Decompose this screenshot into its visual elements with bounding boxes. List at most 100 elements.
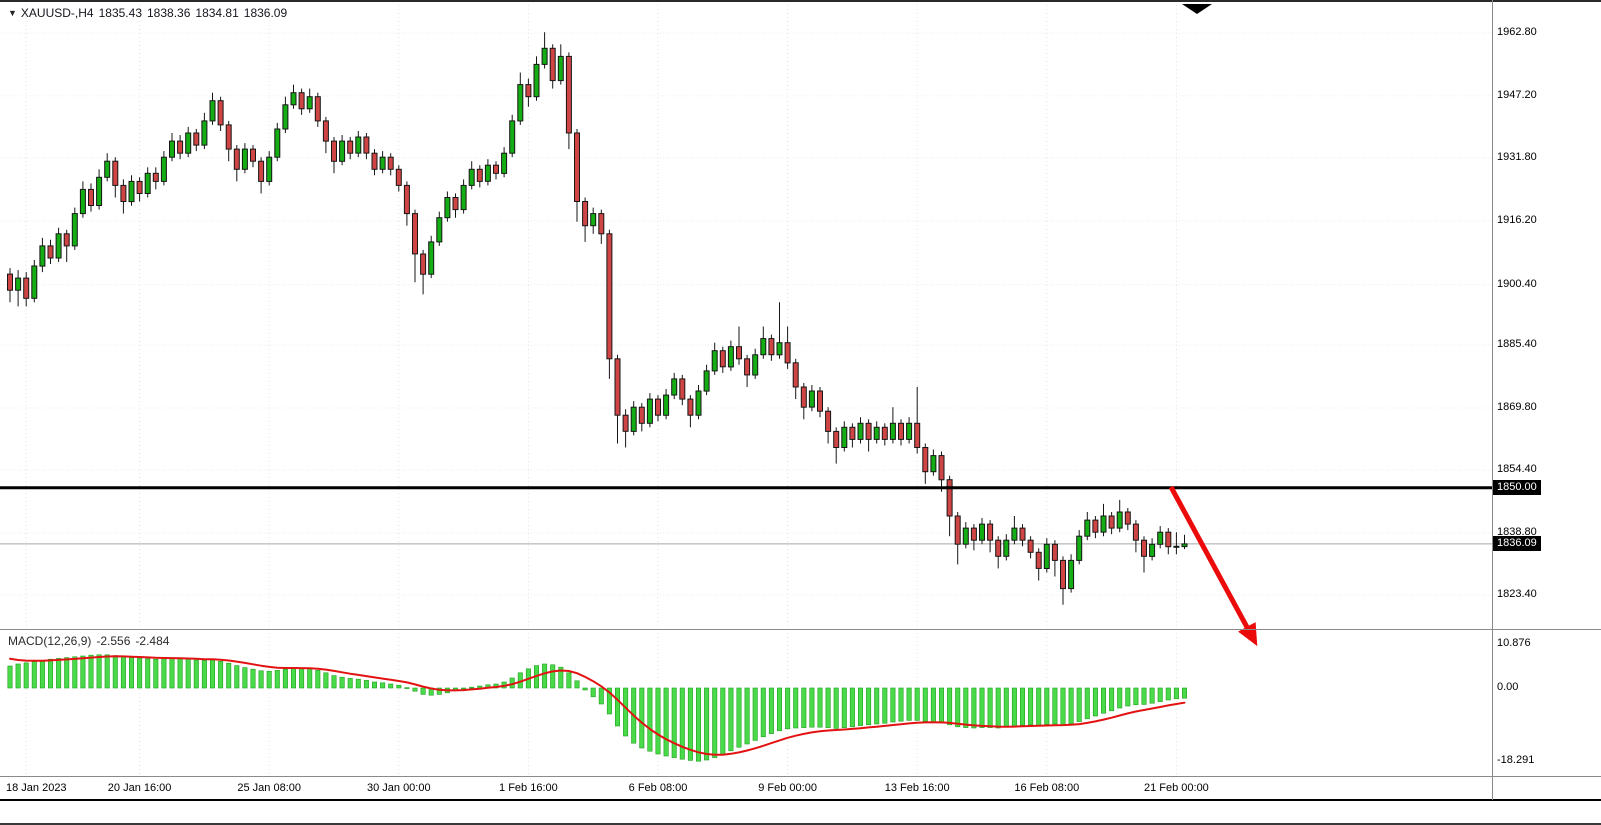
candle-body xyxy=(1019,527,1026,541)
window-bottom-border xyxy=(0,823,1601,825)
candle-body xyxy=(606,233,613,360)
macd-histogram-bar xyxy=(590,687,596,698)
macd-histogram-bar xyxy=(1003,687,1009,728)
macd-histogram-bar xyxy=(833,687,839,729)
macd-histogram-bar xyxy=(930,687,936,723)
low-value: 1834.81 xyxy=(195,6,239,20)
candle-body xyxy=(655,398,661,416)
candle-body xyxy=(403,184,410,215)
macd-histogram-bar xyxy=(1019,687,1025,726)
candle-body xyxy=(339,140,346,162)
candle-body xyxy=(914,422,921,448)
candle-body xyxy=(1124,511,1131,525)
axis-bottom-border xyxy=(0,799,1601,801)
candle-body xyxy=(209,100,216,122)
macd-histogram-bar xyxy=(647,687,653,752)
macd-histogram-bar xyxy=(938,687,944,724)
candle-body xyxy=(970,527,977,541)
macd-histogram-bar xyxy=(1109,687,1115,712)
macd-histogram-bar xyxy=(323,672,329,689)
macd-histogram-bar xyxy=(201,660,207,689)
macd-main-value: -2.556 xyxy=(96,634,131,648)
candle-body xyxy=(784,342,791,364)
macd-histogram-bar xyxy=(1011,687,1017,727)
candle-body xyxy=(128,180,135,203)
macd-histogram-bar xyxy=(461,687,467,690)
candle-body xyxy=(614,358,621,416)
candle-body xyxy=(160,156,167,182)
macd-histogram-bar xyxy=(31,661,37,689)
macd-layer xyxy=(7,654,1188,762)
price-scale-separator[interactable] xyxy=(1492,0,1493,800)
macd-histogram-bar xyxy=(137,658,143,689)
macd-histogram-bar xyxy=(396,684,402,689)
candle-body xyxy=(825,410,832,432)
candle-body xyxy=(1181,543,1188,548)
candle-body xyxy=(817,390,823,412)
macd-histogram-bar xyxy=(971,687,977,729)
candle-body xyxy=(347,140,354,154)
macd-histogram-bar xyxy=(420,687,426,695)
candle-body xyxy=(1035,551,1042,569)
macd-histogram-bar xyxy=(744,687,750,745)
candle-body xyxy=(703,370,710,392)
macd-histogram-bar xyxy=(242,667,248,689)
macd-histogram-bar xyxy=(582,687,588,691)
candle-body xyxy=(468,168,475,186)
candle-body xyxy=(314,96,321,122)
candle-body xyxy=(63,233,70,247)
macd-histogram-bar xyxy=(793,687,799,729)
macd-histogram-bar xyxy=(955,687,961,728)
macd-histogram-bar xyxy=(436,687,442,695)
candle-body xyxy=(873,426,880,440)
candle-body xyxy=(322,120,329,142)
macd-histogram-bar xyxy=(1036,687,1042,726)
candle-body xyxy=(71,213,78,247)
macd-histogram-bar xyxy=(1149,687,1155,704)
candle-body xyxy=(776,342,783,356)
candle-body xyxy=(88,188,94,206)
macd-histogram-bar xyxy=(315,670,321,689)
macd-histogram-bar xyxy=(96,654,102,689)
bid-price-badge: 1836.09 xyxy=(1493,535,1541,551)
candle-body xyxy=(493,164,499,174)
macd-histogram-bar xyxy=(371,681,377,689)
candle-body xyxy=(1076,535,1083,561)
candle-body xyxy=(549,47,556,82)
candle-body xyxy=(136,180,143,194)
candle-body xyxy=(671,378,678,396)
panel-divider-main-macd[interactable] xyxy=(0,629,1601,630)
trend-arrow-annotation[interactable] xyxy=(1168,485,1258,647)
candle-body xyxy=(355,136,362,154)
macd-histogram-bar xyxy=(542,663,548,689)
macd-histogram-bar xyxy=(947,687,953,726)
candle-body xyxy=(225,124,232,150)
macd-histogram-bar xyxy=(218,660,224,689)
macd-name: MACD(12,26,9) xyxy=(8,634,92,648)
macd-histogram-bar xyxy=(226,662,232,689)
candle-body xyxy=(541,47,548,65)
candle-body xyxy=(420,253,427,275)
level-price-badge: 1850.00 xyxy=(1493,479,1541,495)
candle-body xyxy=(169,140,175,158)
candle-body xyxy=(962,527,969,545)
macd-histogram-bar xyxy=(809,687,815,728)
window-menu-icon[interactable]: ▼ xyxy=(8,8,17,18)
candle-body xyxy=(995,539,1002,557)
close-value: 1836.09 xyxy=(243,6,288,20)
chart-shift-marker[interactable] xyxy=(1182,4,1212,14)
high-value: 1838.36 xyxy=(147,6,191,20)
macd-histogram-bar xyxy=(776,687,782,732)
candle-body xyxy=(193,132,200,146)
candle-body xyxy=(266,156,273,182)
candle-body xyxy=(120,184,127,202)
macd-histogram-bar xyxy=(72,656,78,689)
candle-body xyxy=(808,390,815,408)
macd-histogram-bar xyxy=(704,687,710,761)
macd-histogram-bar xyxy=(963,687,969,728)
macd-histogram-bar xyxy=(995,687,1001,729)
candle-body xyxy=(727,346,734,368)
macd-histogram-bar xyxy=(558,666,564,689)
candle-body xyxy=(1060,559,1066,590)
